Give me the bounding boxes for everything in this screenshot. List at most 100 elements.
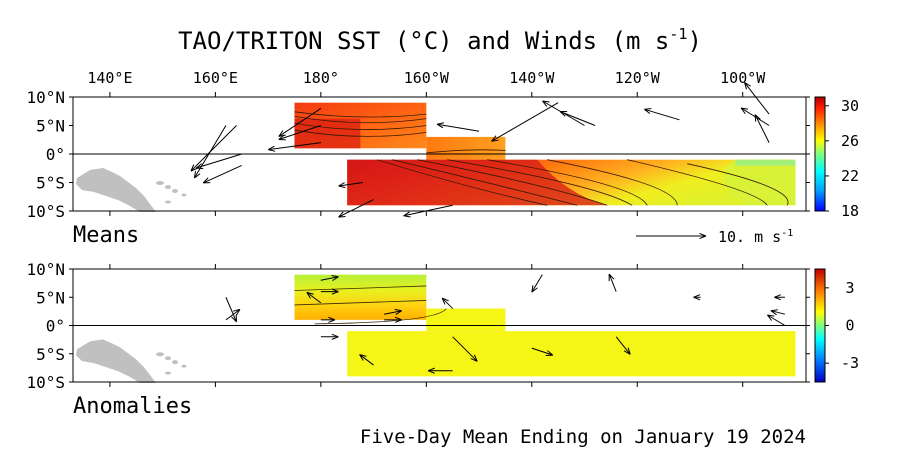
lon-tick-label: 160°E <box>193 69 238 87</box>
lat-tick-label: 5°S <box>36 345 65 364</box>
anomalies-panel-label: Anomalies <box>73 394 192 419</box>
anomaly-land-mask <box>76 339 187 383</box>
lat-tick-label: 10°N <box>26 260 65 279</box>
wind-vector <box>195 153 242 170</box>
means-land-mask <box>76 168 187 212</box>
lat-tick-label: 10°S <box>26 202 65 221</box>
wind-vector <box>754 114 770 143</box>
island-landmass <box>165 200 171 204</box>
wind-vector <box>225 308 241 321</box>
wind-vector <box>268 142 321 152</box>
wind-vector <box>531 347 554 357</box>
isotherm <box>487 159 648 206</box>
wind-vector <box>190 125 237 172</box>
isotherm <box>426 149 506 154</box>
lat-tick-label: 0° <box>46 317 65 336</box>
wind-vector <box>644 108 680 121</box>
lon-tick-label: 160°W <box>404 69 450 87</box>
wind-vector <box>278 107 322 137</box>
anomalies-panel: 10°N 5°N 0° 5°S 10°S 3 0 -3 <box>26 260 859 392</box>
anomaly-contour <box>314 308 447 325</box>
warm-pool-core <box>347 159 608 206</box>
isotherm <box>294 122 427 130</box>
wind-vector <box>770 309 786 316</box>
wind-vector <box>774 294 785 301</box>
wind-vector <box>320 333 339 340</box>
title-close: ) <box>687 27 701 55</box>
lat-tick-label: 5°S <box>36 174 65 193</box>
isotherm <box>687 163 789 206</box>
lon-tick-label: 100°W <box>720 69 766 87</box>
cool-strip <box>735 159 796 166</box>
wind-vector <box>338 182 364 189</box>
wind-vector <box>384 316 402 323</box>
means-sst-field <box>294 102 796 206</box>
wind-scale-unit: m s <box>754 228 781 246</box>
island-landmass <box>181 193 187 197</box>
anomaly-contour <box>294 300 427 306</box>
isotherm <box>392 159 578 206</box>
wind-vector <box>427 367 453 374</box>
wind-vector <box>278 125 322 141</box>
wind-vector <box>306 291 322 304</box>
wind-vector <box>767 314 786 326</box>
lat-tick-label: 10°S <box>26 373 65 392</box>
wind-scale-arrow <box>636 232 707 240</box>
island-landmass <box>172 189 178 193</box>
island-landmass <box>172 360 178 365</box>
colorbar-scale <box>814 96 826 212</box>
lon-tick-label: 140°W <box>509 69 555 87</box>
wind-vector <box>225 297 237 323</box>
wind-vector <box>693 294 701 301</box>
wind-scale-value: 10. <box>718 228 745 246</box>
means-panel-label: Means <box>73 223 139 248</box>
colorbar-tick-label: 26 <box>841 132 859 150</box>
wind-scale-vector <box>636 232 707 240</box>
isotherm <box>294 111 427 118</box>
footer-date: Five-Day Mean Ending on January 19 2024 <box>360 426 806 448</box>
isotherm <box>447 159 633 206</box>
anomaly-contour <box>294 285 427 291</box>
anomaly-colorbar: 3 0 -3 <box>814 268 859 383</box>
lat-tick-label: 5°N <box>36 117 65 136</box>
island-landmass <box>181 364 187 368</box>
colorbar-tick-label: 30 <box>841 97 859 115</box>
island-landmass <box>165 371 171 375</box>
anomaly-wind-vectors <box>225 273 786 374</box>
wind-vector <box>320 316 336 323</box>
wind-vector <box>491 102 559 142</box>
isotherm <box>417 159 608 206</box>
title-main: TAO/TRITON SST (°C) and Winds (m s <box>178 27 669 55</box>
island-landmass <box>165 185 171 189</box>
colorbar-tick-label: 3 <box>845 279 854 297</box>
colorbar-tick-label: 22 <box>841 167 859 185</box>
wind-scale-label: 10. m s-1 <box>718 228 793 246</box>
wind-vector <box>384 308 402 315</box>
lon-tick-label: 180° <box>303 69 339 87</box>
isotherm <box>294 115 427 124</box>
means-wind-vectors <box>190 82 770 218</box>
lat-tick-label: 10°N <box>26 88 65 107</box>
new-guinea-landmass <box>76 168 156 212</box>
island-landmass <box>156 352 164 357</box>
wind-vector <box>452 336 478 362</box>
colorbar-scale <box>814 268 826 383</box>
isotherm <box>294 129 427 137</box>
wind-vector <box>359 354 374 366</box>
anomaly-latitude-labels: 10°N 5°N 0° 5°S 10°S <box>26 260 810 392</box>
lon-tick-label: 120°W <box>615 69 661 87</box>
wind-vector <box>202 164 242 184</box>
wind-vector <box>320 288 339 295</box>
means-colorbar: 30 26 22 18 <box>814 96 859 220</box>
wind-vector <box>436 122 480 132</box>
longitude-axis-labels: 140°E 160°E 180° 160°W 140°W 120°W 100°W <box>87 69 766 87</box>
isotherm <box>627 159 768 206</box>
wind-vector <box>608 273 617 292</box>
wind-vector <box>320 275 339 282</box>
anomaly-block <box>426 308 506 332</box>
anomaly-block <box>347 331 796 377</box>
anomaly-block <box>294 274 427 320</box>
wind-vector <box>559 111 596 126</box>
lat-tick-label: 0° <box>46 145 65 164</box>
